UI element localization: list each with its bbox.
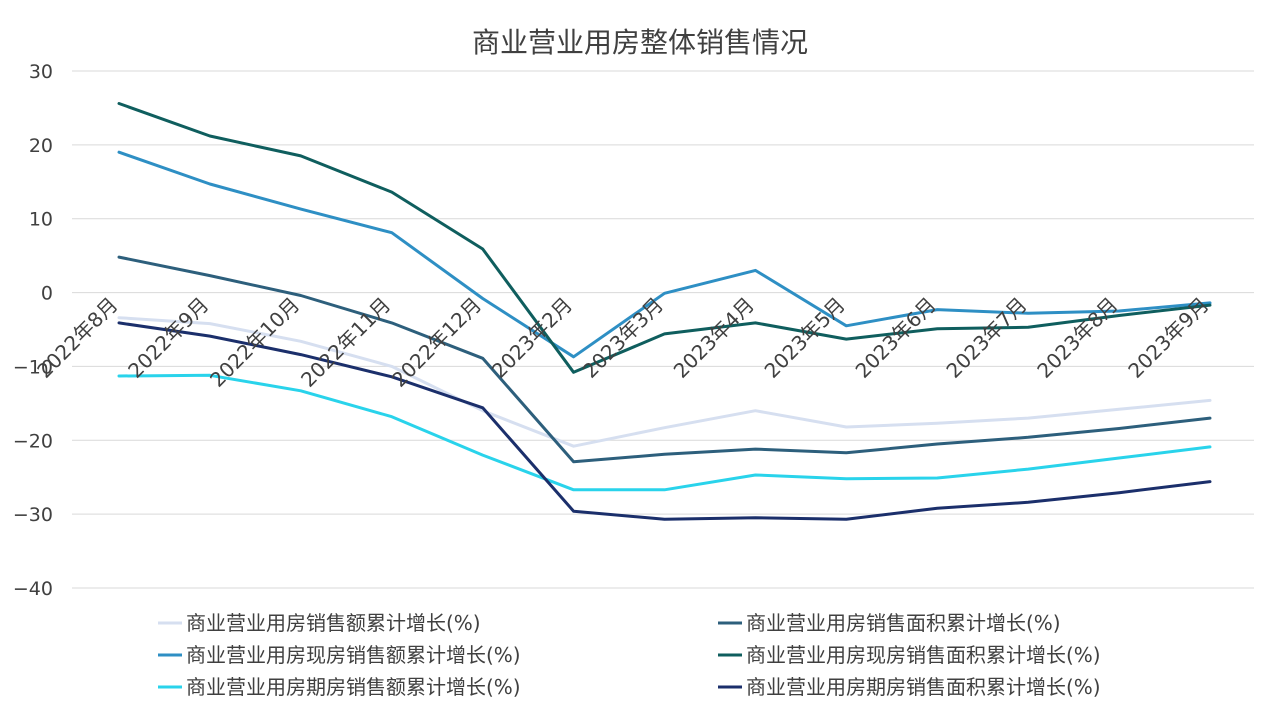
series-line-1 xyxy=(117,316,1212,448)
legend-label: 商业营业用房现房销售面积累计增长(%) xyxy=(746,643,1101,667)
chart-title: 商业营业用房整体销售情况 xyxy=(472,26,808,59)
series-line-6 xyxy=(117,321,1212,521)
y-tick-label: 30 xyxy=(29,61,53,83)
x-tick-label: 2022年12月 xyxy=(387,293,486,392)
y-tick-label: −20 xyxy=(13,430,53,452)
x-tick-label: 2022年8月 xyxy=(32,293,122,383)
x-tick-label: 2022年9月 xyxy=(123,293,213,383)
x-tick-label: 2023年2月 xyxy=(487,293,577,383)
y-tick-label: −10 xyxy=(13,356,53,378)
x-tick-label: 2023年7月 xyxy=(941,293,1031,383)
series-lines xyxy=(117,102,1212,521)
y-axis-ticks: 30 20 10 0 −10 −20 −30 −40 xyxy=(13,61,53,600)
series-line-2 xyxy=(117,255,1212,464)
legend-label: 商业营业用房现房销售额累计增长(%) xyxy=(186,643,521,667)
legend-label: 商业营业用房期房销售面积累计增长(%) xyxy=(746,675,1101,699)
legend-label: 商业营业用房销售面积累计增长(%) xyxy=(746,611,1061,635)
x-tick-label: 2023年8月 xyxy=(1032,293,1122,383)
x-tick-label: 2022年10月 xyxy=(205,293,304,392)
legend: 商业营业用房销售额累计增长(%) 商业营业用房销售面积累计增长(%) 商业营业用房现… xyxy=(158,611,1101,699)
x-tick-label: 2023年4月 xyxy=(669,293,759,383)
y-tick-label: 20 xyxy=(29,135,53,157)
y-tick-label: 10 xyxy=(29,209,53,231)
legend-label: 商业营业用房期房销售额累计增长(%) xyxy=(186,675,521,699)
y-tick-label: 0 xyxy=(41,283,53,305)
y-tick-label: −40 xyxy=(13,578,53,600)
series-line-4 xyxy=(117,102,1212,374)
gridlines xyxy=(72,70,1254,589)
series-line-5 xyxy=(117,373,1212,492)
legend-label: 商业营业用房销售额累计增长(%) xyxy=(186,611,481,635)
y-tick-label: −30 xyxy=(13,504,53,526)
series-line-3 xyxy=(117,150,1212,359)
